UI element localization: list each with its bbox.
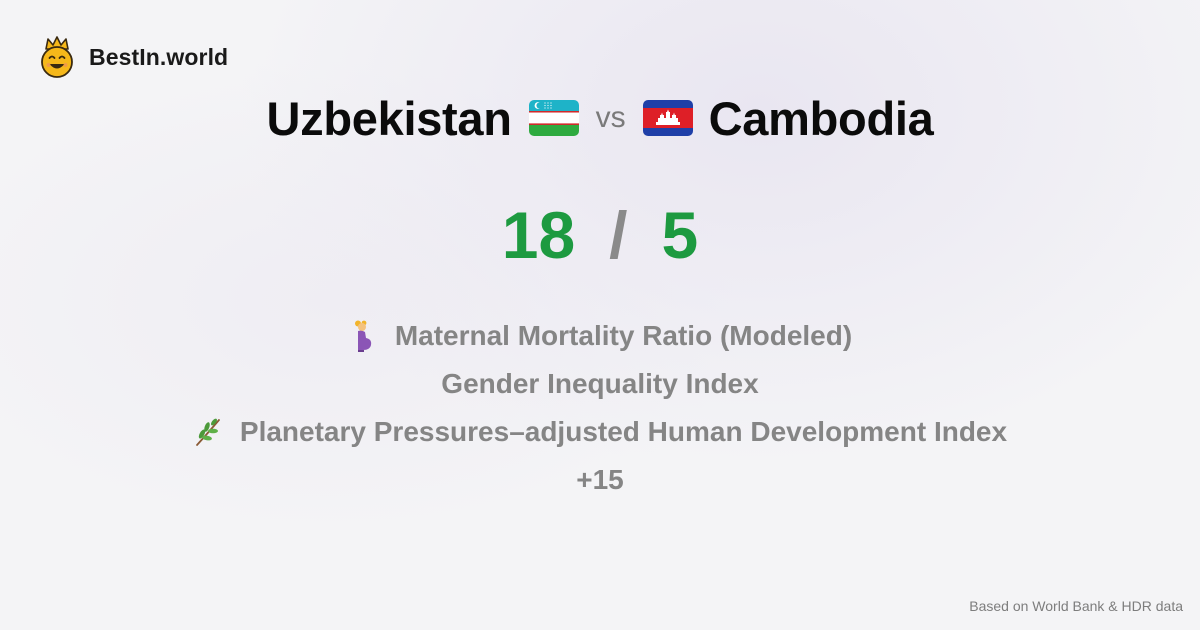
left-score: 18 xyxy=(501,198,576,272)
left-country-name[interactable]: Uzbekistan xyxy=(266,91,512,145)
score-separator: / xyxy=(609,198,628,272)
metric-label: Gender Inequality Index xyxy=(441,368,759,399)
metric-item[interactable]: Planetary Pressures–adjusted Human Devel… xyxy=(0,408,1200,456)
right-score: 5 xyxy=(661,198,699,272)
herb-icon xyxy=(196,418,220,446)
data-source-note: Based on World Bank & HDR data xyxy=(969,598,1183,614)
uzbekistan-flag-icon xyxy=(528,100,579,136)
crowned-smiley-icon xyxy=(41,36,73,78)
comparison-title: Uzbekistan vs Cambodia xyxy=(0,86,1200,150)
metric-item[interactable]: Maternal Mortality Ratio (Modeled) xyxy=(0,312,1200,360)
metric-list: Maternal Mortality Ratio (Modeled) Gende… xyxy=(0,312,1200,504)
metric-item[interactable]: Gender Inequality Index xyxy=(0,360,1200,408)
score: 18 / 5 xyxy=(0,190,1200,280)
vs-label: vs xyxy=(595,101,626,134)
brand[interactable]: BestIn.world xyxy=(38,36,228,78)
metric-label: Maternal Mortality Ratio (Modeled) xyxy=(394,320,853,351)
metric-label: Planetary Pressures–adjusted Human Devel… xyxy=(239,416,1008,447)
pregnant-woman-icon xyxy=(354,320,371,352)
brand-name: BestIn.world xyxy=(89,43,229,70)
more-metrics-link[interactable]: +15 xyxy=(576,464,624,495)
right-country-name[interactable]: Cambodia xyxy=(708,91,934,145)
cambodia-flag-icon xyxy=(642,100,693,136)
